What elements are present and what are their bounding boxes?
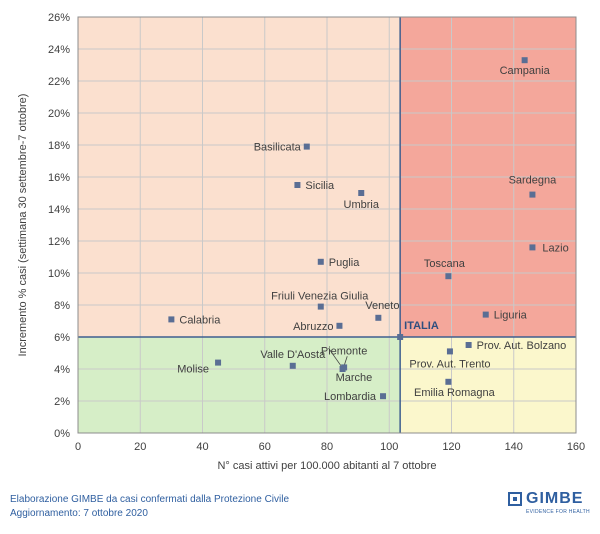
data-label: Toscana <box>424 258 466 270</box>
data-label: Valle D'Aosta <box>260 349 326 361</box>
y-tick-label: 24% <box>48 44 70 56</box>
data-point <box>339 366 346 372</box>
data-label: Basilicata <box>254 142 302 154</box>
leader-line <box>343 356 348 366</box>
data-point <box>529 244 536 251</box>
data-point <box>168 316 175 323</box>
reference-point <box>397 334 404 340</box>
x-tick-label: 20 <box>134 441 146 453</box>
data-label: Abruzzo <box>293 321 333 333</box>
data-point <box>375 314 382 321</box>
y-tick-label: 16% <box>48 172 70 184</box>
data-point <box>445 273 452 280</box>
x-tick-label: 140 <box>505 441 523 453</box>
data-label: Campania <box>500 65 551 77</box>
data-point <box>380 393 387 400</box>
data-point <box>529 191 536 198</box>
data-point <box>445 378 452 385</box>
y-tick-label: 0% <box>54 428 70 440</box>
data-label: Friuli Venezia Giulia <box>271 291 369 303</box>
data-label: Puglia <box>329 257 360 269</box>
footer-updated: Aggiornamento: 7 ottobre 2020 <box>10 508 148 519</box>
data-point <box>446 348 453 355</box>
y-tick-label: 4% <box>54 364 70 376</box>
data-label: Veneto <box>365 300 399 312</box>
data-label: Liguria <box>494 310 528 322</box>
y-tick-label: 18% <box>48 140 70 152</box>
reference-label: ITALIA <box>404 320 439 332</box>
x-tick-label: 40 <box>196 441 208 453</box>
logo-tagline: EVIDENCE FOR HEALTH <box>526 509 590 515</box>
data-point <box>294 182 301 188</box>
y-tick-label: 2% <box>54 396 70 408</box>
leader-line <box>328 347 342 367</box>
x-tick-label: 0 <box>75 441 81 453</box>
gimbe-logo: GIMBE EVIDENCE FOR HEALTH <box>508 490 590 520</box>
logo-name: GIMBE <box>526 490 584 507</box>
data-label: Sardegna <box>509 175 558 187</box>
data-point <box>303 143 310 150</box>
x-axis-title: N° casi attivi per 100.000 abitanti al 7… <box>217 460 436 472</box>
data-label: Marche <box>336 372 373 384</box>
data-label: Prov. Aut. Bolzano <box>477 340 567 352</box>
data-point <box>289 362 296 369</box>
y-tick-label: 26% <box>48 12 70 24</box>
plot-frame <box>77 16 577 434</box>
x-tick-label: 160 <box>567 441 585 453</box>
data-label: Lazio <box>542 242 568 254</box>
y-tick-label: 6% <box>54 332 70 344</box>
data-label: Umbria <box>344 199 380 211</box>
data-label: Lombardia <box>324 391 377 403</box>
footer-source: Elaborazione GIMBE da casi confermati da… <box>10 494 290 505</box>
y-tick-label: 12% <box>48 236 70 248</box>
y-tick-label: 8% <box>54 300 70 312</box>
data-label: Prov. Aut. Trento <box>409 358 490 370</box>
y-axis-title: Incremento % casi (settimana 30 settembr… <box>17 94 29 357</box>
x-tick-label: 120 <box>442 441 460 453</box>
data-point <box>465 342 472 348</box>
data-point <box>317 303 324 310</box>
data-point <box>358 190 365 196</box>
data-point <box>215 359 222 366</box>
y-tick-label: 14% <box>48 204 70 216</box>
quadrant-high-x-low-y <box>400 337 576 433</box>
data-label: Molise <box>177 364 209 376</box>
data-label: Piemonte <box>321 345 367 357</box>
x-tick-label: 80 <box>321 441 333 453</box>
data-point <box>336 322 343 329</box>
data-label: Sicilia <box>305 180 335 192</box>
y-tick-label: 20% <box>48 108 70 120</box>
y-tick-label: 10% <box>48 268 70 280</box>
data-point <box>521 57 528 64</box>
data-label: Calabria <box>179 314 221 326</box>
data-label: Emilia Romagna <box>414 387 496 399</box>
gimbe-logo-icon <box>508 492 522 506</box>
data-point <box>482 311 489 318</box>
x-tick-label: 60 <box>259 441 271 453</box>
data-point <box>317 258 324 265</box>
quadrant-low-x-low-y <box>78 337 401 433</box>
y-tick-label: 22% <box>48 76 70 88</box>
x-tick-label: 100 <box>380 441 398 453</box>
